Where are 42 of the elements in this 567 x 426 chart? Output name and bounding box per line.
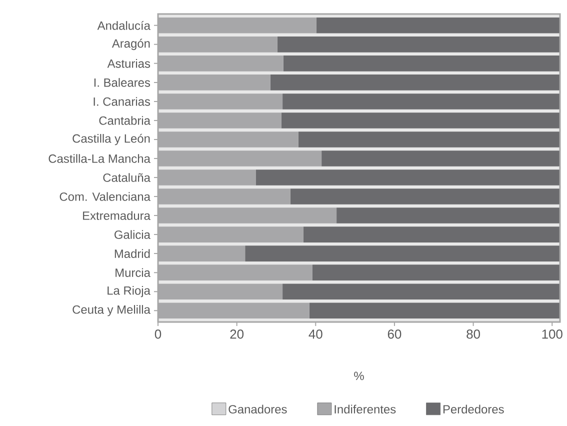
bar: [290, 188, 560, 204]
y-tick-label: Castilla y León: [72, 134, 150, 146]
y-tick-label: Asturias: [107, 59, 150, 68]
x-tick-label: 60: [388, 330, 402, 339]
bar: [281, 112, 560, 128]
bar: [282, 284, 560, 300]
bar: [283, 56, 560, 72]
y-tick-label: Madrid: [114, 249, 150, 258]
bar: [312, 264, 560, 280]
bar: [277, 36, 560, 52]
y-tick-label: Andalucía: [97, 20, 150, 30]
y-tick-label: Cataluña: [103, 173, 150, 182]
bar: [282, 94, 560, 110]
y-tick-label: Ceuta y Melilla: [72, 305, 150, 316]
legend-label: Perdedores: [443, 404, 504, 414]
x-tick-label: 20: [230, 330, 244, 339]
bar: [322, 150, 560, 166]
x-tick-label: 0: [154, 330, 162, 339]
bar: [309, 302, 560, 318]
y-tick-label: Galicia: [114, 230, 150, 239]
bar: [270, 74, 560, 90]
x-axis-title: %: [354, 372, 364, 380]
y-tick-label: Com. Valenciana: [60, 192, 150, 201]
x-tick-label: 100: [542, 330, 562, 339]
y-tick-label: La Rioja: [108, 286, 150, 298]
bar: [303, 226, 560, 242]
bar: [336, 208, 560, 224]
y-tick-label: I. Canarias: [94, 97, 150, 106]
legend-label: Indiferentes: [334, 404, 396, 414]
y-tick-label: I. Baleares: [94, 78, 150, 87]
bar: [256, 170, 560, 186]
bar: [298, 132, 560, 148]
y-tick-label: Aragón: [112, 38, 150, 50]
bar: [316, 18, 560, 34]
y-tick-label: Extremadura: [83, 211, 150, 220]
x-tick-label: 40: [308, 330, 322, 339]
y-tick-label: Cantabria: [99, 116, 150, 125]
y-tick-label: Murcia: [116, 268, 150, 277]
legend-label: Ganadores: [228, 404, 287, 414]
x-tick-label: 80: [466, 330, 480, 339]
y-tick-label: Castilla-La Mancha: [48, 154, 150, 163]
bar: [245, 246, 560, 262]
